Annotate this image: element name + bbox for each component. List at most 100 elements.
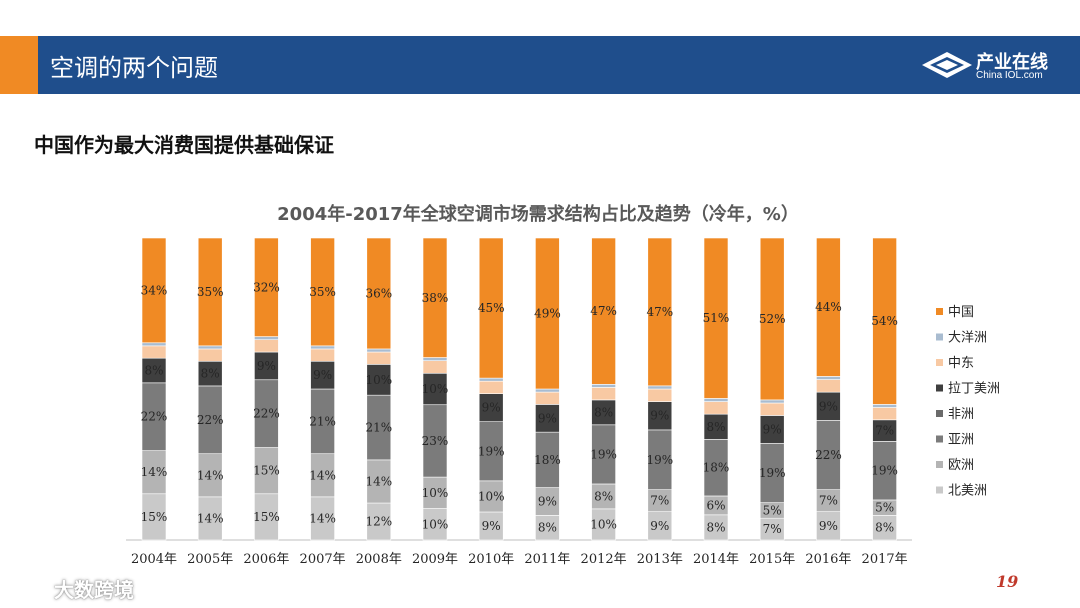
bar-大洋洲-2017年 bbox=[872, 404, 897, 408]
bar-中国-2012年 bbox=[591, 237, 616, 385]
data-label: 14% bbox=[197, 511, 224, 525]
data-label: 35% bbox=[309, 285, 336, 299]
bar-大洋洲-2006年 bbox=[254, 336, 279, 340]
bar-欧洲-2006年 bbox=[254, 447, 279, 495]
data-label: 15% bbox=[253, 464, 280, 478]
x-tick-label: 2009年 bbox=[412, 552, 458, 567]
data-label: 15% bbox=[253, 510, 280, 524]
watermark-text: 大数跨境 bbox=[54, 578, 134, 602]
data-label: 9% bbox=[819, 519, 838, 533]
bar-中国-2007年 bbox=[310, 237, 335, 347]
bar-中东-2016年 bbox=[816, 379, 841, 393]
data-label: 22% bbox=[197, 413, 224, 427]
bar-大洋洲-2004年 bbox=[141, 342, 167, 347]
legend-label: 大洋洲 bbox=[948, 331, 987, 346]
legend-swatch bbox=[936, 435, 943, 443]
bar-中东-2017年 bbox=[872, 407, 897, 421]
bar-中国-2004年 bbox=[141, 237, 167, 344]
data-label: 7% bbox=[763, 522, 782, 536]
bar-中国-2010年 bbox=[478, 237, 504, 379]
data-label: 9% bbox=[538, 411, 557, 425]
bar-大洋洲-2008年 bbox=[366, 348, 392, 353]
data-label: 9% bbox=[650, 409, 669, 423]
bar-亚洲-2006年 bbox=[254, 379, 279, 448]
data-label: 9% bbox=[482, 401, 501, 415]
bar-亚洲-2004年 bbox=[141, 382, 167, 451]
data-label: 14% bbox=[197, 468, 224, 482]
data-label: 8% bbox=[538, 521, 557, 535]
data-label: 8% bbox=[594, 489, 613, 503]
bar-中东-2009年 bbox=[422, 360, 448, 374]
data-label: 54% bbox=[871, 314, 898, 328]
legend-label: 亚洲 bbox=[948, 433, 974, 448]
legend-label: 中国 bbox=[948, 305, 974, 320]
bar-中东-2011年 bbox=[535, 391, 560, 405]
bar-亚洲-2016年 bbox=[816, 420, 841, 490]
x-tick-label: 2010年 bbox=[468, 552, 514, 567]
bar-北美洲-2014年 bbox=[703, 514, 729, 541]
data-label: 10% bbox=[590, 517, 617, 531]
data-label: 22% bbox=[253, 407, 280, 421]
bar-拉丁美洲-2005年 bbox=[197, 360, 223, 387]
data-label: 35% bbox=[197, 285, 224, 299]
bar-欧洲-2004年 bbox=[141, 450, 167, 495]
chart-title: 2004年-2017年全球空调市场需求结构占比及趋势（冷年，%） bbox=[277, 203, 799, 225]
data-label: 18% bbox=[534, 453, 561, 467]
legend-swatch bbox=[936, 461, 943, 468]
bar-大洋洲-2011年 bbox=[535, 388, 560, 393]
bar-中国-2005年 bbox=[197, 237, 223, 347]
bar-中东-2010年 bbox=[478, 380, 504, 394]
bar-中国-2008年 bbox=[366, 237, 392, 350]
data-label: 9% bbox=[538, 494, 557, 508]
legend-label: 欧洲 bbox=[948, 458, 974, 473]
data-label: 5% bbox=[763, 503, 782, 517]
slide-subtitle: 中国作为最大消费国提供基础保证 bbox=[34, 133, 334, 157]
data-label: 9% bbox=[257, 359, 276, 373]
bar-拉丁美洲-2011年 bbox=[535, 404, 560, 433]
bar-大洋洲-2007年 bbox=[310, 345, 335, 350]
bar-亚洲-2007年 bbox=[310, 388, 335, 455]
bar-欧洲-2009年 bbox=[422, 476, 448, 509]
data-label: 8% bbox=[201, 367, 220, 381]
data-label: 22% bbox=[141, 410, 168, 424]
data-label: 10% bbox=[422, 382, 449, 396]
logo-domain: China IOL.com bbox=[976, 70, 1043, 81]
data-label: 32% bbox=[253, 280, 280, 294]
data-label: 14% bbox=[309, 511, 336, 525]
bar-欧洲-2011年 bbox=[535, 487, 560, 516]
data-label: 36% bbox=[365, 286, 392, 300]
bar-大洋洲-2016年 bbox=[816, 376, 841, 380]
legend-swatch bbox=[936, 359, 943, 366]
bar-中国-2009年 bbox=[422, 237, 448, 358]
logo-icon bbox=[922, 52, 972, 78]
page-number: 19 bbox=[996, 572, 1019, 591]
data-label: 15% bbox=[141, 510, 168, 524]
bar-北美洲-2010年 bbox=[478, 511, 504, 541]
header-bar bbox=[0, 36, 1080, 94]
x-tick-label: 2012年 bbox=[581, 552, 627, 567]
bar-大洋洲-2013年 bbox=[647, 385, 673, 390]
bar-大洋洲-2009年 bbox=[422, 357, 448, 361]
data-label: 52% bbox=[759, 312, 786, 326]
x-tick-label: 2016年 bbox=[805, 552, 851, 567]
bar-北美洲-2008年 bbox=[366, 502, 392, 541]
data-label: 6% bbox=[706, 498, 725, 512]
data-label: 14% bbox=[141, 465, 168, 479]
bar-亚洲-2015年 bbox=[759, 443, 785, 503]
bar-亚洲-2013年 bbox=[647, 429, 673, 490]
watermark-logo-icon bbox=[11, 581, 45, 595]
bar-亚洲-2010年 bbox=[478, 421, 504, 482]
data-label: 12% bbox=[365, 515, 392, 529]
legend-swatch bbox=[936, 486, 943, 494]
bar-拉丁美洲-2004年 bbox=[141, 357, 167, 384]
bar-拉丁美洲-2007年 bbox=[310, 360, 335, 390]
page-title: 空调的两个问题 bbox=[50, 54, 218, 82]
data-label: 10% bbox=[365, 373, 392, 387]
data-label: 8% bbox=[706, 520, 725, 534]
bar-北美洲-2009年 bbox=[422, 508, 448, 541]
data-label: 10% bbox=[478, 489, 505, 503]
data-label: 10% bbox=[422, 517, 449, 531]
data-label: 49% bbox=[534, 307, 561, 321]
x-tick-label: 2013年 bbox=[637, 552, 683, 567]
